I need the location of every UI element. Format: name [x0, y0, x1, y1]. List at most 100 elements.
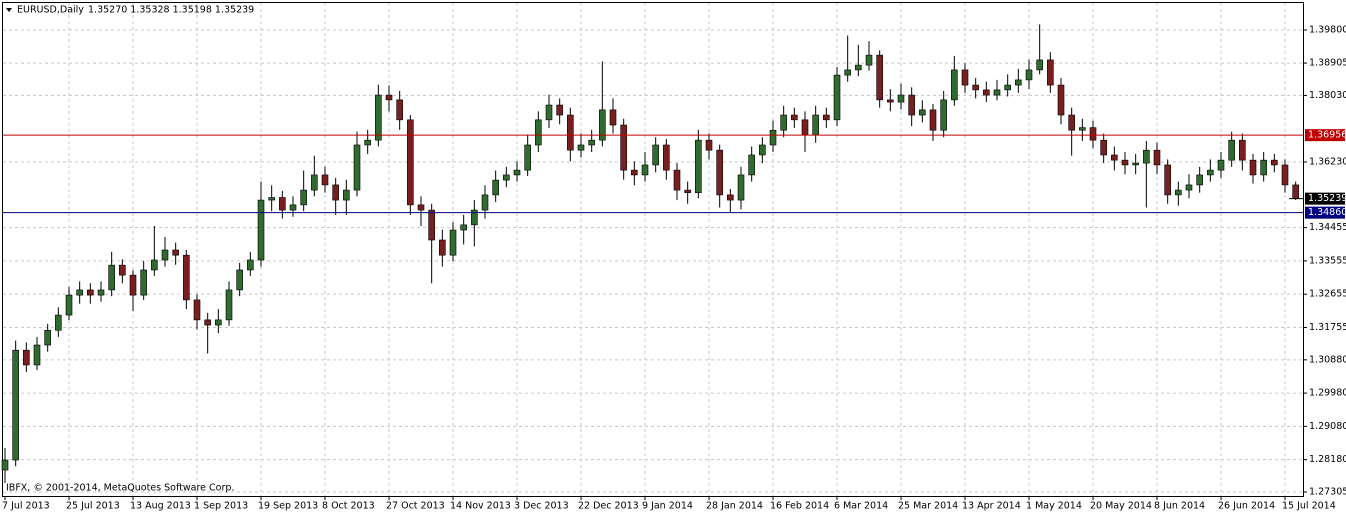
- candle-body: [1143, 149, 1150, 164]
- candle-body: [33, 344, 41, 366]
- plot-frame: [2, 2, 1304, 497]
- candle-body: [193, 299, 201, 321]
- y-tick-label: 1.28180: [1309, 454, 1346, 465]
- candle-body: [1271, 159, 1278, 166]
- candle-body: [556, 104, 563, 116]
- candle-body: [279, 197, 286, 211]
- candle-body: [172, 249, 179, 256]
- candle-body: [1057, 84, 1065, 116]
- y-tick-label: 1.33555: [1309, 255, 1346, 266]
- candle-body: [140, 269, 147, 296]
- candle-body: [503, 174, 510, 181]
- candle-body: [183, 254, 190, 301]
- x-tick-label: 13 Aug 2013: [130, 501, 191, 512]
- x-tick-label: 22 Dec 2013: [578, 501, 639, 512]
- level-label: 1.34860: [1308, 207, 1346, 218]
- candle-body: [375, 94, 382, 141]
- candles: [1, 24, 1299, 483]
- x-tick-label: 27 Oct 2013: [386, 501, 445, 512]
- candle-body: [983, 89, 990, 96]
- candle-body: [1281, 164, 1289, 186]
- candle-body: [439, 239, 446, 256]
- candle-body: [769, 129, 777, 146]
- candle-body: [65, 294, 73, 316]
- candle-body: [108, 264, 115, 291]
- candle-body: [1068, 114, 1075, 131]
- candle-body: [567, 114, 574, 151]
- candle-body: [1153, 149, 1161, 166]
- candle-body: [364, 139, 371, 146]
- candle-body: [471, 209, 478, 226]
- candle-body: [321, 174, 329, 186]
- candle-body: [460, 224, 467, 231]
- candle-body: [951, 69, 958, 101]
- candle-body: [716, 149, 723, 196]
- candle-body: [652, 144, 659, 166]
- candle-body: [1, 459, 9, 471]
- candle-body: [97, 289, 105, 296]
- x-tick-label: 19 Sep 2013: [258, 501, 318, 512]
- candle-body: [812, 114, 819, 136]
- y-tick-label: 1.32655: [1309, 289, 1346, 300]
- candle-body: [695, 139, 702, 193]
- candle-body: [1185, 184, 1193, 191]
- y-tick-label: 1.29080: [1309, 421, 1346, 432]
- candle-body: [236, 269, 243, 291]
- candle-body: [129, 274, 137, 296]
- candle-body: [215, 319, 222, 326]
- x-tick-label: 20 May 2014: [1090, 501, 1152, 512]
- candle-body: [1228, 139, 1235, 161]
- candle-body: [1175, 189, 1182, 196]
- candle-body: [23, 349, 30, 366]
- candle-body: [908, 94, 915, 116]
- candle-body: [588, 139, 595, 146]
- y-tick-label: 1.27305: [1309, 487, 1346, 498]
- candle-body: [1047, 59, 1054, 86]
- x-tick-label: 9 Jan 2014: [642, 501, 693, 512]
- y-tick-label: 1.29980: [1309, 388, 1346, 399]
- candle-body: [727, 194, 734, 201]
- candle-body: [1111, 154, 1118, 161]
- candle-body: [300, 189, 307, 206]
- x-tick-label: 8 Jun 2014: [1154, 501, 1205, 512]
- credit: IBFX, © 2001-2014, MetaQuotes Software C…: [6, 483, 234, 494]
- level-tag: [1305, 129, 1345, 142]
- x-tick-label: 13 Apr 2014: [962, 501, 1021, 512]
- candle-body: [161, 249, 169, 261]
- candle-body: [1196, 174, 1203, 186]
- candle-body: [545, 104, 553, 121]
- candle-body: [76, 289, 83, 296]
- candle-body: [1015, 79, 1022, 86]
- x-tick-label: 15 Jul 2014: [1282, 501, 1336, 512]
- x-tick-label: 6 Mar 2014: [834, 501, 888, 512]
- candle-body: [492, 179, 499, 196]
- candle-body: [780, 114, 787, 131]
- y-tick-label: 1.31755: [1309, 322, 1346, 333]
- menu-arrow: [6, 8, 12, 12]
- candle-body: [599, 109, 606, 141]
- candle-body: [1132, 162, 1139, 166]
- candle-body: [833, 74, 841, 121]
- candle-body: [87, 289, 94, 296]
- candle-body: [1121, 159, 1129, 166]
- candle-body: [1025, 69, 1033, 81]
- x-tick-label: 1 May 2014: [1026, 501, 1082, 512]
- candle-body: [407, 119, 414, 206]
- candle-body: [1100, 139, 1107, 156]
- candle-body: [673, 169, 681, 191]
- candle-body: [268, 197, 275, 201]
- candle-body: [12, 349, 19, 461]
- grid: [3, 3, 1303, 496]
- candle-body: [1207, 169, 1214, 176]
- x-tick-label: 25 Mar 2014: [898, 501, 958, 512]
- candle-body: [332, 184, 339, 201]
- candle-body: [844, 69, 851, 76]
- y-tick-label: 1.38030: [1309, 90, 1346, 101]
- candle-body: [225, 289, 233, 321]
- candle-body: [396, 99, 403, 121]
- candle-body: [641, 164, 649, 176]
- level-label: 1.36956: [1308, 130, 1346, 141]
- candle-body: [972, 84, 979, 91]
